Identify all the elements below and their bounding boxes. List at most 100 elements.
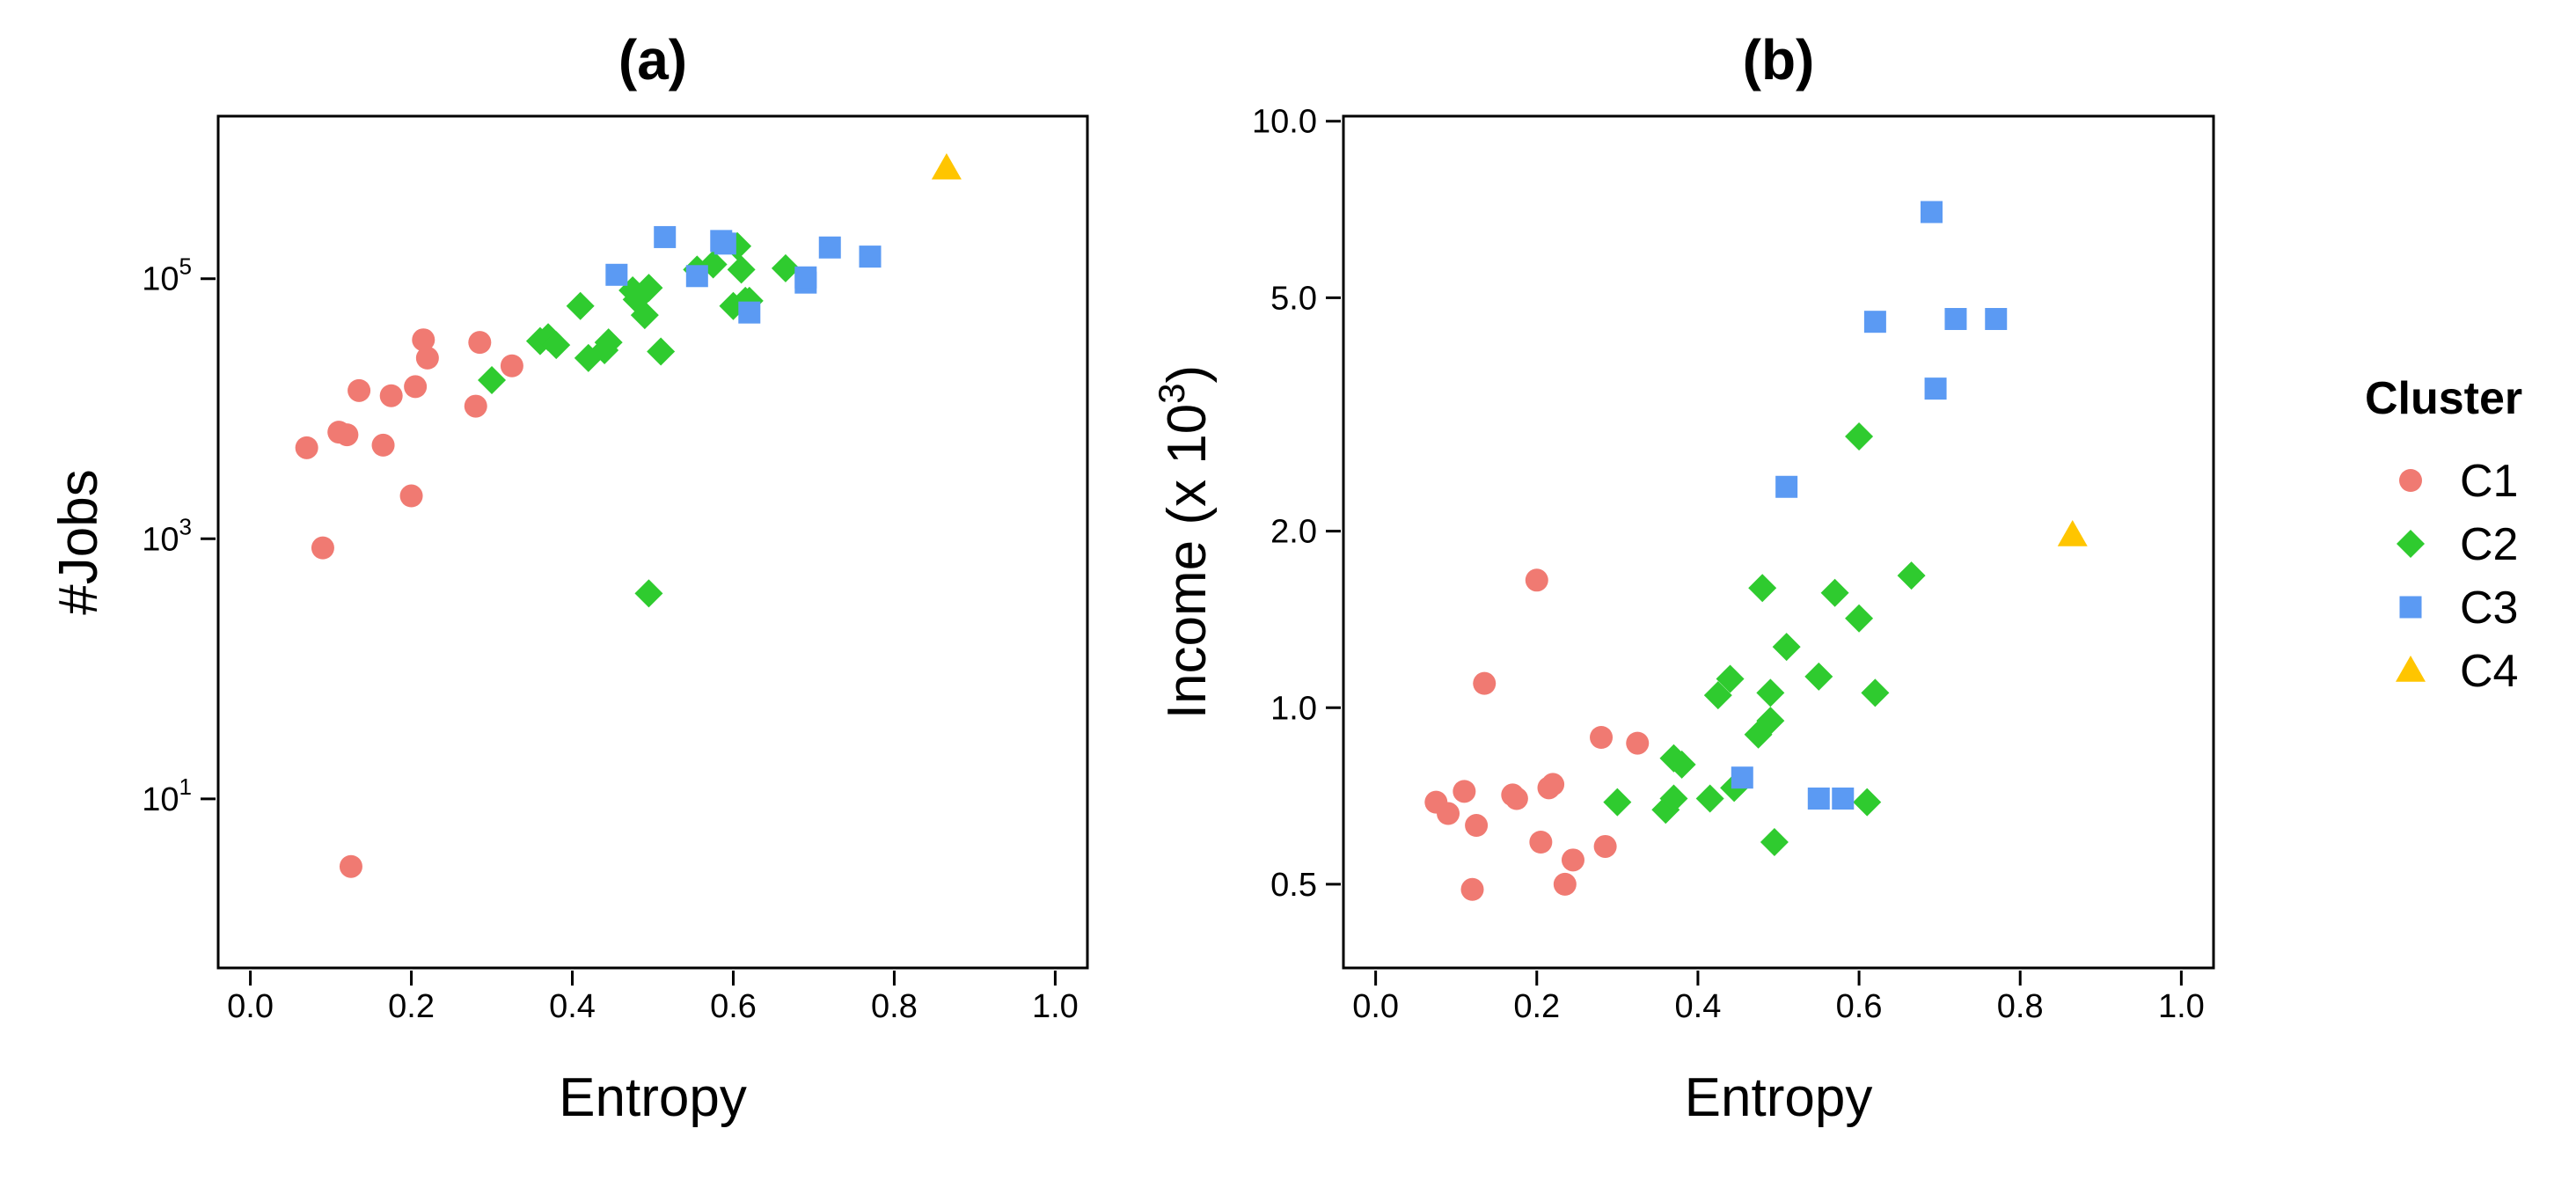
point-c2 xyxy=(1659,784,1688,813)
point-c1 xyxy=(379,384,403,407)
x-tick-label: 0.8 xyxy=(871,988,918,1025)
y-tick-label: 105 xyxy=(142,253,192,298)
point-c2 xyxy=(634,274,663,303)
legend: Cluster C1 C2 C3 C4 xyxy=(2365,373,2522,697)
point-c2 xyxy=(1861,678,1890,707)
point-c1 xyxy=(1590,725,1614,749)
point-c2 xyxy=(1603,788,1632,817)
point-c1 xyxy=(348,378,371,402)
points xyxy=(1424,201,2088,901)
point-c1 xyxy=(1437,802,1460,825)
point-c3 xyxy=(714,232,736,255)
legend-key-c4 xyxy=(2396,656,2426,682)
legend-label-c4: C4 xyxy=(2460,646,2518,697)
point-c2 xyxy=(1845,604,1874,633)
point-c3 xyxy=(605,263,628,286)
point-c3 xyxy=(738,301,761,324)
point-c2 xyxy=(771,253,800,282)
point-c2 xyxy=(1897,561,1926,590)
point-c1 xyxy=(1453,780,1476,803)
y-axis-label: Income (x 103) xyxy=(1151,365,1218,719)
point-c3 xyxy=(1985,308,2008,331)
point-c1 xyxy=(399,484,423,508)
point-c2 xyxy=(1820,578,1849,607)
legend-title: Cluster xyxy=(2365,373,2522,424)
point-c1 xyxy=(415,346,439,370)
point-c1 xyxy=(1504,787,1528,810)
point-c2 xyxy=(1772,633,1801,662)
point-c1 xyxy=(1593,834,1617,858)
legend-label-c3: C3 xyxy=(2460,583,2518,634)
point-c1 xyxy=(339,854,362,878)
point-c1 xyxy=(1561,848,1584,872)
point-c1 xyxy=(1525,568,1548,592)
y-tick-label: 0.5 xyxy=(1270,867,1317,904)
point-c3 xyxy=(1807,788,1830,810)
point-c1 xyxy=(335,423,359,447)
point-c2 xyxy=(1695,784,1724,813)
x-tick-label: 1.0 xyxy=(2158,988,2205,1025)
point-c1 xyxy=(412,328,435,352)
x-tick-label: 0.6 xyxy=(710,988,757,1025)
legend-key-c3 xyxy=(2399,596,2422,619)
point-c3 xyxy=(1924,377,1947,400)
x-tick-label: 0.6 xyxy=(1836,988,1883,1025)
panel-b: (b) 0.0 0.2 0.4 0.6 0.8 1.0 0.5 1.0 2.0 5.0 10.0 Ent… xyxy=(1151,28,2215,1128)
legend-key-c1 xyxy=(2399,469,2422,492)
x-tick-label: 0.2 xyxy=(388,988,435,1025)
y-tick-label: 5.0 xyxy=(1270,280,1317,317)
point-c2 xyxy=(1760,827,1789,856)
point-c2 xyxy=(1804,662,1833,691)
point-c2 xyxy=(594,328,623,357)
point-c1 xyxy=(500,354,523,377)
point-c2 xyxy=(1748,574,1777,603)
panel-title: (a) xyxy=(618,28,687,92)
y-axis-label: #Jobs xyxy=(48,469,109,614)
plot-frame xyxy=(216,114,1089,970)
y-tick-label: 10.0 xyxy=(1252,104,1317,141)
legend-label-c2: C2 xyxy=(2460,519,2518,570)
y-tick-label: 103 xyxy=(142,513,192,558)
point-c1 xyxy=(1626,731,1650,755)
point-c3 xyxy=(654,225,677,248)
point-c2 xyxy=(566,291,595,320)
point-c3 xyxy=(1944,308,1967,331)
point-c2 xyxy=(478,366,507,395)
legend-key-c2 xyxy=(2397,530,2425,558)
x-tick-label: 0.4 xyxy=(549,988,596,1025)
point-c3 xyxy=(794,266,817,289)
y-tick-label: 2.0 xyxy=(1270,514,1317,551)
point-c3 xyxy=(1832,788,1855,810)
point-c3 xyxy=(1863,311,1886,333)
point-c2 xyxy=(1845,422,1874,451)
legend-label-c1: C1 xyxy=(2460,456,2518,507)
point-c1 xyxy=(295,436,318,459)
x-tick-label: 0.0 xyxy=(227,988,274,1025)
point-c2 xyxy=(647,337,676,366)
point-c3 xyxy=(859,246,882,268)
point-c1 xyxy=(1529,830,1553,854)
x-tick-label: 1.0 xyxy=(1032,988,1079,1025)
point-c4 xyxy=(2057,519,2088,546)
x-tick-label: 0.2 xyxy=(1513,988,1560,1025)
y-tick-label: 1.0 xyxy=(1270,690,1317,727)
point-c2 xyxy=(1756,678,1785,707)
panel-title: (b) xyxy=(1743,28,1815,92)
point-c1 xyxy=(464,394,487,418)
point-c1 xyxy=(468,331,492,355)
x-axis-label: Entropy xyxy=(1685,1067,1873,1128)
point-c1 xyxy=(1460,877,1484,901)
point-c3 xyxy=(1731,766,1753,789)
point-c2 xyxy=(727,255,756,284)
point-c2 xyxy=(1853,788,1882,817)
points xyxy=(295,153,962,878)
point-c4 xyxy=(931,153,962,180)
point-c2 xyxy=(634,579,663,608)
point-c3 xyxy=(685,265,708,288)
x-axis-label: Entropy xyxy=(559,1067,747,1128)
point-c1 xyxy=(1473,671,1497,695)
point-c1 xyxy=(404,375,428,399)
point-c2 xyxy=(1756,707,1785,736)
point-c3 xyxy=(1775,475,1798,498)
